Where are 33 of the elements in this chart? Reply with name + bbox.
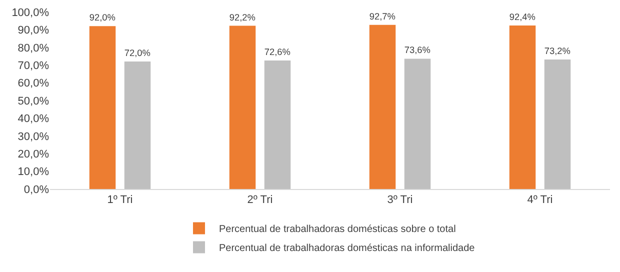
data-label: 92,2%	[229, 12, 256, 22]
legend-label: Percentual de trabalhadoras domésticas na informalidade	[219, 243, 476, 254]
bar	[509, 25, 536, 189]
bar	[544, 59, 571, 189]
x-tick-label: 1º Tri	[107, 194, 133, 206]
x-tick-label: 2º Tri	[247, 194, 273, 206]
y-tick-label: 40,0%	[18, 113, 50, 126]
data-label: 72,0%	[124, 48, 150, 58]
y-tick-label: 10,0%	[18, 166, 50, 178]
y-tick-label: 20,0%	[18, 148, 50, 160]
data-label: 92,7%	[369, 11, 396, 22]
legend-label: Percentual de trabalhadoras domésticas sobre o total	[219, 224, 456, 236]
data-label: 92,0%	[89, 12, 116, 23]
bar	[124, 62, 151, 189]
data-label: 92,4%	[509, 12, 536, 22]
bar	[404, 58, 431, 189]
bar	[369, 24, 396, 189]
y-tick-label: 70,0%	[18, 60, 50, 72]
y-tick-label: 60,0%	[18, 78, 50, 90]
x-tick-label: 4º Tri	[527, 194, 553, 206]
y-tick-label: 30,0%	[18, 130, 50, 143]
y-tick-label: 80,0%	[18, 42, 50, 54]
bar	[89, 26, 116, 189]
data-label: 73,2%	[544, 46, 570, 56]
data-label: 72,6%	[264, 46, 290, 57]
bar	[264, 60, 291, 189]
data-label: 73,6%	[404, 45, 430, 56]
y-tick-label: 50,0%	[18, 95, 50, 108]
bar	[229, 26, 256, 189]
y-tick-label: 0,0%	[24, 184, 50, 196]
x-tick-label: 3º Tri	[387, 194, 413, 206]
y-tick-label: 100,0%	[12, 6, 50, 19]
y-tick-label: 90,0%	[18, 24, 50, 37]
